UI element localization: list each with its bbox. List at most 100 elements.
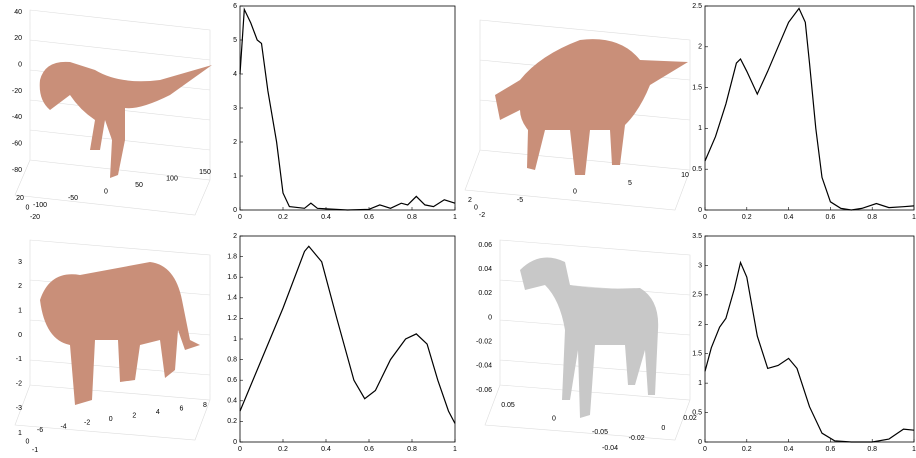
y-tick-label: 0 <box>26 438 30 445</box>
z-tick-label: -0.04 <box>476 363 492 370</box>
y-tick-label: 1 <box>698 125 702 132</box>
x-tick-label: 0.8 <box>407 214 417 221</box>
x-tick-label: 0.8 <box>867 214 877 221</box>
model-trex <box>40 62 212 178</box>
y-tick-label: 1 <box>233 336 237 343</box>
y-tick-label: 2 <box>698 44 702 51</box>
x-tick-label: 100 <box>166 175 178 182</box>
x-tick-label: 0.2 <box>278 214 288 221</box>
z-tick-label: 20 <box>14 35 22 42</box>
x-tick-label: 2 <box>132 413 136 420</box>
x-tick-label: 0.8 <box>407 446 417 453</box>
z-tick-label: 1 <box>18 308 22 315</box>
x-tick-label: -50 <box>68 195 78 202</box>
x-tick-label: 0.4 <box>321 214 331 221</box>
x-tick-label: 8 <box>203 402 207 409</box>
y-tick-label: 1 <box>233 173 237 180</box>
x-tick-label: 0.6 <box>826 214 836 221</box>
y-tick-label: 1.5 <box>692 84 702 91</box>
y-tick-label: -1 <box>32 447 38 454</box>
y-tick-label: 0.6 <box>227 377 237 384</box>
x-tick-label: 0 <box>238 446 242 453</box>
x-tick-label: 50 <box>135 182 143 189</box>
x-tick-label: 0.2 <box>742 446 752 453</box>
y-tick-label: 1 <box>18 430 22 437</box>
y-tick-label: 0.8 <box>227 356 237 363</box>
model-lion <box>40 262 200 405</box>
x-tick-label: -4 <box>60 423 66 430</box>
x-tick-label: 0 <box>238 214 242 221</box>
x-tick-label: -0.05 <box>592 429 608 436</box>
z-tick-label: -3 <box>16 405 22 412</box>
y-tick-label: 0 <box>26 204 30 211</box>
y-tick-label: 2 <box>698 321 702 328</box>
z-tick-label: 0.02 <box>478 290 492 297</box>
y-tick-label: 0.4 <box>227 398 237 405</box>
y-tick-label: 0 <box>698 207 702 214</box>
y-tick-label: 1.2 <box>227 315 237 322</box>
y-tick-label: -20 <box>30 214 40 221</box>
y-tick-label: -0.04 <box>602 445 618 452</box>
z-tick-label: 0 <box>18 332 22 339</box>
x-tick-label: 0.4 <box>784 446 794 453</box>
z-tick-label: 0.06 <box>478 242 492 249</box>
y-tick-label: 2.5 <box>692 292 702 299</box>
x-tick-label: 10 <box>681 172 689 179</box>
x-tick-label: 0.05 <box>501 402 515 409</box>
x-tick-label: 0.8 <box>867 446 877 453</box>
y-tick-label: 1.8 <box>227 253 237 260</box>
z-tick-label: -20 <box>12 88 22 95</box>
z-tick-label: 2 <box>18 283 22 290</box>
y-tick-label: -2 <box>479 212 485 219</box>
y-tick-label: 3 <box>233 105 237 112</box>
z-tick-label: -60 <box>12 141 22 148</box>
y-tick-label: 6 <box>233 3 237 10</box>
x-tick-label: 6 <box>179 405 183 412</box>
x-tick-label: 0 <box>109 416 113 423</box>
x-tick-label: 0 <box>573 189 577 196</box>
x-tick-label: 0 <box>703 446 707 453</box>
y-tick-label: 0.2 <box>227 418 237 425</box>
y-tick-label: 0.5 <box>692 166 702 173</box>
z-tick-label: -80 <box>12 167 22 174</box>
plot-frame <box>240 236 455 442</box>
model-horse <box>520 258 658 419</box>
z-tick-label: -0.02 <box>476 339 492 346</box>
x-tick-label: 0.6 <box>364 214 374 221</box>
x-tick-label: 4 <box>156 409 160 416</box>
z-tick-label: 0 <box>18 62 22 69</box>
x-tick-label: 1 <box>912 446 916 453</box>
y-tick-label: 3 <box>698 262 702 269</box>
y-tick-label: 3.5 <box>692 233 702 240</box>
y-tick-label: 0 <box>698 439 702 446</box>
y-tick-label: 2 <box>233 233 237 240</box>
y-tick-label: 0 <box>661 425 665 432</box>
plot-frame <box>705 6 914 210</box>
z-tick-label: 40 <box>14 9 22 16</box>
plot-frame <box>705 236 914 442</box>
y-tick-label: 20 <box>16 195 24 202</box>
x-tick-label: 0 <box>552 415 556 422</box>
figure: 40200-20-40-60-80-100-50050100150200-20-… <box>0 0 916 458</box>
y-tick-label: 2.5 <box>692 3 702 10</box>
x-tick-label: 0.2 <box>278 446 288 453</box>
z-tick-label: 3 <box>18 259 22 266</box>
y-tick-label: 1.4 <box>227 295 237 302</box>
z-tick-label: -40 <box>12 114 22 121</box>
x-tick-label: -6 <box>37 427 43 434</box>
x-tick-label: 150 <box>199 169 211 176</box>
y-tick-label: 1.5 <box>692 351 702 358</box>
x-tick-label: 0.4 <box>784 214 794 221</box>
z-tick-label: -1 <box>16 356 22 363</box>
y-tick-label: 2 <box>468 197 472 204</box>
model-triceratops <box>495 39 688 175</box>
x-tick-label: -100 <box>33 202 47 209</box>
plot-frame <box>240 6 455 210</box>
y-tick-label: 5 <box>233 37 237 44</box>
x-tick-label: -5 <box>517 197 523 204</box>
y-tick-label: 1.6 <box>227 274 237 281</box>
z-tick-label: 0 <box>488 314 492 321</box>
x-tick-label: 0 <box>104 189 108 196</box>
y-tick-label: 0 <box>233 439 237 446</box>
x-tick-label: 0.6 <box>826 446 836 453</box>
